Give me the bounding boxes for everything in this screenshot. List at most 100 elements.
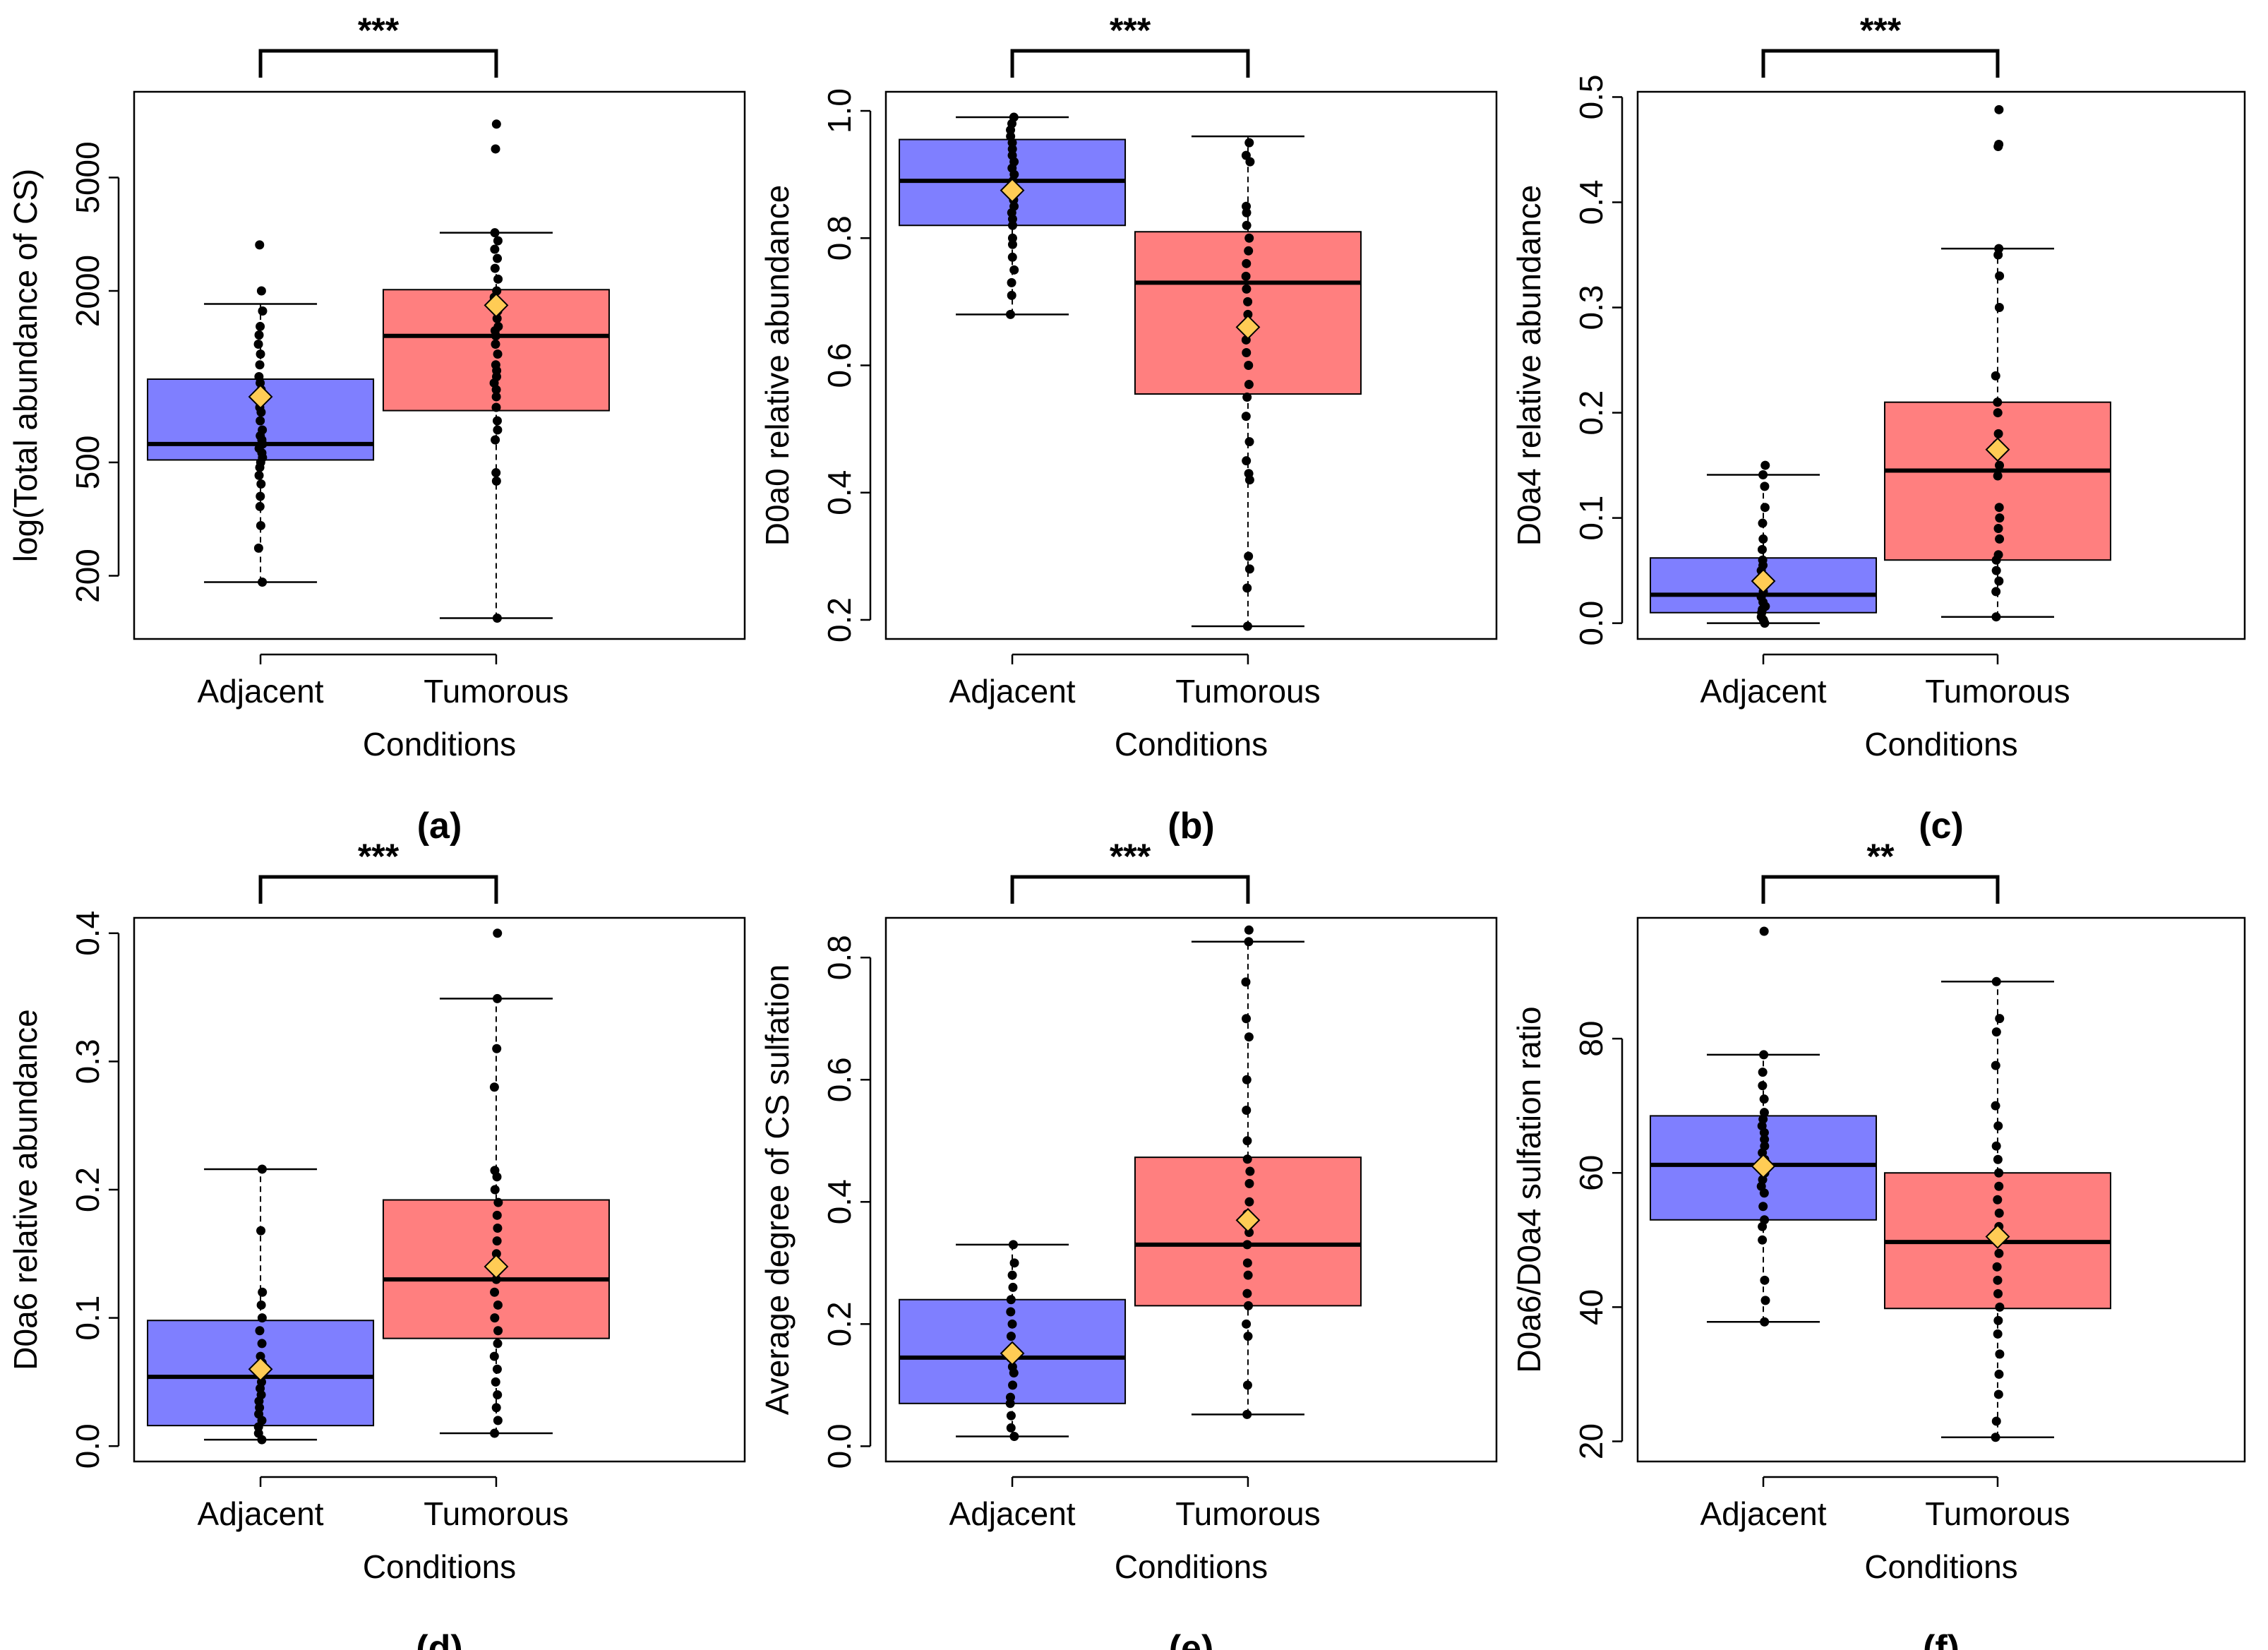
data-point (1994, 1369, 2004, 1379)
data-point (1242, 1319, 1252, 1329)
data-point (1994, 303, 2004, 313)
data-point (1991, 566, 2001, 575)
panel-4: 0.0 0.1 0.2 0.3 0.4 Adjacent Tumorous Condition… (7, 837, 746, 1650)
data-point (491, 144, 500, 154)
x-tick-label-tumorous: Tumorous (1175, 673, 1320, 710)
y-axis-title: D0a6 relative abundance (7, 1009, 44, 1370)
data-point (490, 244, 500, 254)
data-point (1242, 220, 1252, 230)
data-point (1009, 265, 1019, 275)
data-point (490, 1313, 500, 1323)
data-point (1244, 437, 1254, 447)
data-point (493, 425, 503, 435)
data-point (1008, 220, 1018, 230)
data-point (1995, 1014, 2005, 1024)
data-point (1242, 201, 1252, 211)
x-tick-label-tumorous: Tumorous (424, 1495, 568, 1532)
data-point (493, 1197, 503, 1207)
data-point (1007, 290, 1016, 300)
data-point (1758, 555, 1768, 565)
data-point (492, 416, 502, 426)
data-point (256, 321, 265, 331)
data-point (1007, 239, 1017, 249)
data-point (1244, 361, 1254, 370)
data-point (1242, 1136, 1252, 1146)
data-point (491, 1403, 501, 1413)
data-point (255, 1326, 265, 1336)
data-point (1994, 1181, 2004, 1191)
panel-5: 0.0 0.2 0.4 0.6 0.8 Adjacent Tumorous Condition… (759, 837, 1498, 1650)
x-tick-label-tumorous: Tumorous (1925, 673, 2070, 710)
data-point (1008, 1240, 1018, 1250)
panel-label: (d) (416, 1628, 462, 1650)
data-point (493, 1390, 503, 1400)
box-adjacent (147, 1164, 375, 1445)
plot-frame (884, 916, 1498, 1463)
y-tick-label: 40 (1573, 1289, 1609, 1325)
data-point (1760, 460, 1770, 470)
data-point (491, 340, 500, 349)
panel-label: (c) (1919, 806, 1964, 847)
data-point (1760, 1317, 1770, 1327)
panel-3: 0.0 0.1 0.2 0.3 0.4 0.5 Adjacent Tumorous Condit… (1511, 11, 2246, 847)
data-point (1760, 1275, 1770, 1285)
data-point (254, 470, 264, 480)
data-point (258, 306, 268, 316)
data-point (1009, 1258, 1019, 1268)
data-point (1991, 976, 2001, 986)
data-point (1241, 977, 1251, 987)
significance-bracket (1010, 875, 1250, 904)
panel-label: (b) (1168, 806, 1214, 847)
x-tick-label-adjacent: Adjacent (949, 1495, 1076, 1532)
data-point (491, 1249, 501, 1259)
data-point (253, 1428, 263, 1438)
data-point (1242, 1014, 1252, 1024)
data-point (1244, 233, 1254, 243)
data-point (491, 1274, 501, 1284)
data-point (257, 1339, 267, 1349)
x-tick-label-adjacent: Adjacent (1700, 1495, 1827, 1532)
data-point (1993, 1121, 2003, 1131)
x-tick-label-tumorous: Tumorous (1925, 1495, 2070, 1532)
data-point (1241, 412, 1251, 422)
mean-marker (1235, 315, 1261, 340)
significance-label: *** (1110, 837, 1151, 876)
data-point (1993, 1275, 2003, 1285)
data-point (1242, 621, 1252, 631)
data-point (1994, 1248, 2004, 1258)
box-adjacent (1650, 926, 1878, 1327)
y-tick-label: 0.1 (69, 1296, 106, 1341)
data-point (1244, 564, 1254, 574)
x-tick-label-tumorous: Tumorous (1175, 1495, 1320, 1532)
mean-marker (248, 384, 273, 409)
y-tick-label: 0.6 (821, 1057, 858, 1102)
data-point (254, 330, 264, 340)
data-point (1244, 1032, 1254, 1042)
data-point (1007, 1319, 1017, 1329)
data-point (493, 349, 503, 359)
y-tick-label: 0.4 (69, 911, 106, 956)
panel-2: 0.2 0.4 0.6 0.8 1.0 Adjacent Tumorous Condition… (759, 11, 1498, 847)
x-axis-title: Conditions (1864, 1548, 2017, 1585)
data-point (1758, 1235, 1768, 1245)
plot-frame (1636, 916, 2246, 1463)
y-tick-label: 2000 (69, 255, 106, 327)
data-point (1005, 1392, 1015, 1402)
data-point (490, 1287, 500, 1297)
x-tick-label-adjacent: Adjacent (949, 673, 1076, 710)
data-point (1994, 576, 2004, 586)
panel-6: 20 40 60 80 Adjacent Tumorous Conditions D0a6/D… (1511, 837, 2246, 1650)
panel-label: (e) (1169, 1628, 1214, 1650)
data-point (1994, 503, 2004, 513)
data-point (1993, 397, 2003, 407)
data-point (1241, 150, 1251, 160)
data-point (256, 349, 265, 359)
box-adjacent (147, 240, 375, 587)
data-point (491, 402, 501, 412)
data-point (1244, 937, 1254, 947)
data-point (1759, 926, 1769, 936)
box-tumorous (382, 928, 610, 1438)
y-tick-label: 0.8 (821, 215, 858, 261)
data-point (1006, 131, 1016, 141)
data-point (1993, 429, 2003, 438)
